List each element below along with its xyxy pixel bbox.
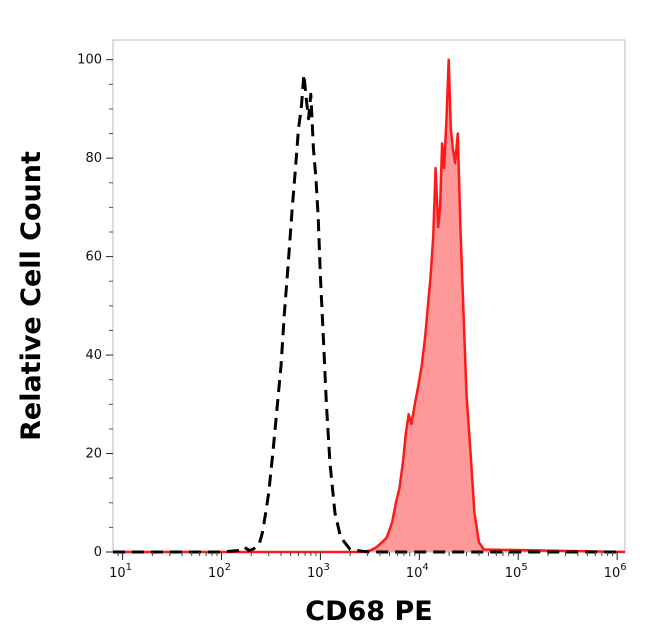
y-axis: 0 20 40 60 80 100	[77, 53, 113, 560]
x-tick-label: 101	[109, 562, 132, 581]
y-tick-label: 40	[85, 348, 102, 363]
x-tick-label: 103	[307, 562, 330, 581]
x-axis-title: CD68 PE	[305, 596, 432, 627]
plot-frame	[112, 39, 626, 553]
y-tick-label: 20	[85, 447, 102, 462]
y-tick-label: 0	[94, 545, 102, 560]
series-1-area	[113, 59, 625, 552]
series-0-line	[113, 73, 618, 554]
y-tick-label: 100	[77, 53, 102, 68]
series-1-line	[113, 58, 626, 554]
x-tick-label: 106	[604, 562, 627, 581]
x-axis: 101 102 103 104 105 106	[109, 552, 627, 581]
series-layer	[113, 58, 626, 554]
x-tick-label: 105	[505, 562, 528, 581]
y-tick-label: 80	[85, 151, 102, 166]
x-tick-label: 104	[406, 562, 429, 581]
x-tick-label: 102	[208, 562, 231, 581]
y-axis-title: Relative Cell Count	[16, 151, 47, 441]
y-tick-label: 60	[85, 250, 102, 265]
